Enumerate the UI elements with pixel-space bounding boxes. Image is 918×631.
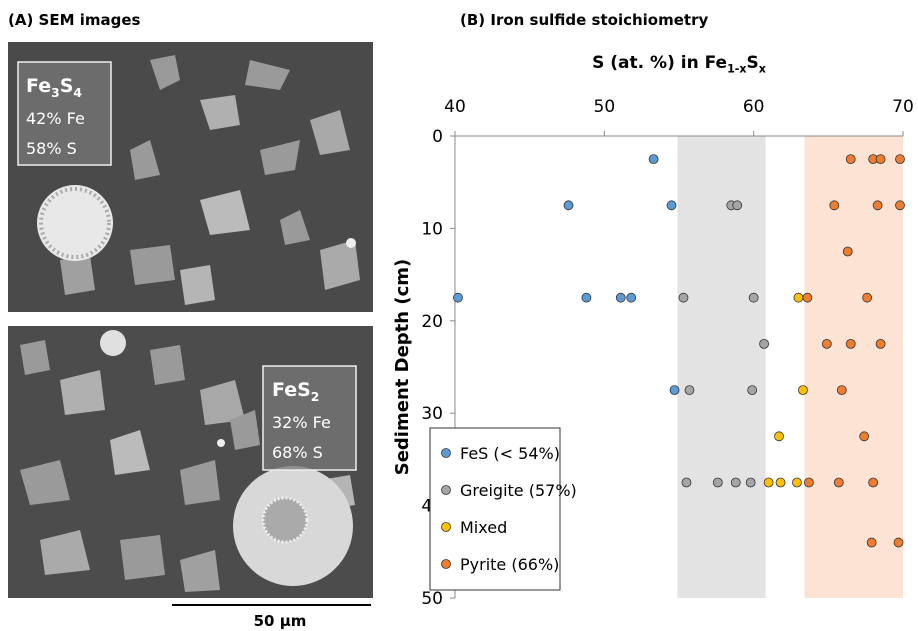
- y-tick-label: 30: [421, 404, 443, 424]
- x-tick-label: 60: [743, 97, 765, 117]
- scale-bar-label: 50 µm: [254, 612, 307, 630]
- framboid-small: [346, 238, 356, 248]
- point: [846, 339, 855, 348]
- point: [794, 293, 803, 302]
- y-tick-label: 50: [421, 589, 443, 609]
- x-axis-title: S (at. %) in Fe1-xSx: [592, 53, 766, 75]
- legend-marker: [442, 523, 451, 532]
- legend-label: Pyrite (66%): [460, 555, 559, 574]
- point: [682, 478, 691, 487]
- legend-marker: [442, 449, 451, 458]
- point: [830, 201, 839, 210]
- framboid-core: [263, 498, 307, 542]
- legend-marker: [442, 560, 451, 569]
- y-tick-label: 0: [432, 127, 443, 147]
- text-part: S: [746, 53, 758, 73]
- point: [564, 201, 573, 210]
- composition: 42% Fe: [26, 109, 85, 128]
- subscript: 3: [51, 86, 60, 100]
- point: [775, 432, 784, 441]
- point: [792, 478, 801, 487]
- point: [748, 386, 757, 395]
- point: [869, 478, 878, 487]
- composition: 68% S: [272, 443, 323, 462]
- point: [798, 386, 807, 395]
- point: [667, 201, 676, 210]
- point: [685, 386, 694, 395]
- text-part: Fe: [26, 75, 51, 97]
- point: [749, 293, 758, 302]
- point: [453, 293, 462, 302]
- point: [894, 538, 903, 547]
- band: [678, 136, 766, 598]
- point: [846, 155, 855, 164]
- point: [731, 478, 740, 487]
- point: [803, 293, 812, 302]
- composition: 58% S: [26, 139, 77, 158]
- point: [649, 155, 658, 164]
- subscript: 4: [73, 86, 82, 100]
- y-axis-title: Sediment Depth (cm): [392, 259, 413, 475]
- point: [746, 478, 755, 487]
- point: [733, 201, 742, 210]
- y-tick-label: 20: [421, 312, 443, 332]
- framboid-small: [217, 439, 225, 447]
- x-tick-label: 70: [892, 97, 914, 117]
- y-tick-label: 10: [421, 219, 443, 239]
- point: [804, 478, 813, 487]
- panel-a-label: (A) SEM images: [8, 11, 141, 29]
- text-part: S (at. %) in Fe: [592, 53, 727, 73]
- point: [860, 432, 869, 441]
- point: [627, 293, 636, 302]
- sem-image-2: FeS2 32% Fe 68% S: [8, 326, 373, 598]
- plot: 4050607001020304050FeS (< 54%)Greigite (…: [421, 97, 913, 609]
- band: [804, 136, 903, 598]
- point: [764, 478, 773, 487]
- legend-marker: [442, 486, 451, 495]
- legend-label: Mixed: [460, 518, 507, 537]
- point: [760, 339, 769, 348]
- point: [834, 478, 843, 487]
- subscript: 2: [311, 390, 320, 404]
- point: [896, 201, 905, 210]
- point: [776, 478, 785, 487]
- sem-image-1: Fe3S4 42% Fe 58% S: [8, 42, 373, 312]
- framboid: [37, 185, 113, 261]
- chart-title: (B) Iron sulfide stoichiometry: [460, 11, 708, 29]
- point: [867, 538, 876, 547]
- point: [679, 293, 688, 302]
- text-part: FeS: [272, 379, 311, 401]
- point: [873, 201, 882, 210]
- legend-label: Greigite (57%): [460, 481, 577, 500]
- point: [896, 155, 905, 164]
- point: [713, 478, 722, 487]
- point: [822, 339, 831, 348]
- point: [582, 293, 591, 302]
- point: [863, 293, 872, 302]
- point: [876, 155, 885, 164]
- point: [843, 247, 852, 256]
- framboid-small: [100, 330, 126, 356]
- legend-label: FeS (< 54%): [460, 444, 560, 463]
- point: [670, 386, 679, 395]
- point: [837, 386, 846, 395]
- x-tick-label: 40: [444, 97, 466, 117]
- subscript: 1-x: [727, 62, 746, 75]
- text-part: S: [60, 75, 74, 97]
- composition: 32% Fe: [272, 413, 331, 432]
- subscript: x: [759, 62, 766, 75]
- figure: (A) SEM images Fe3S4 42% Fe 58% S: [0, 0, 918, 631]
- point: [876, 339, 885, 348]
- x-tick-label: 50: [594, 97, 616, 117]
- point: [616, 293, 625, 302]
